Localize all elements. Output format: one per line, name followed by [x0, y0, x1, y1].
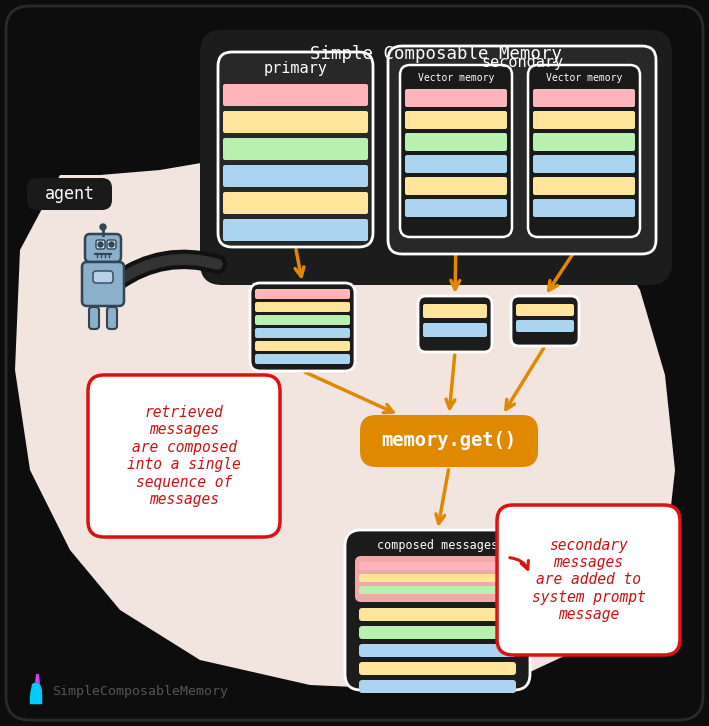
- FancyBboxPatch shape: [533, 199, 635, 217]
- FancyBboxPatch shape: [250, 283, 355, 371]
- FancyBboxPatch shape: [528, 65, 640, 237]
- FancyBboxPatch shape: [27, 178, 112, 210]
- FancyBboxPatch shape: [6, 6, 703, 720]
- FancyBboxPatch shape: [405, 155, 507, 173]
- FancyBboxPatch shape: [85, 234, 121, 262]
- FancyBboxPatch shape: [533, 155, 635, 173]
- Polygon shape: [35, 674, 40, 684]
- FancyBboxPatch shape: [533, 177, 635, 195]
- FancyBboxPatch shape: [359, 586, 516, 594]
- FancyBboxPatch shape: [533, 133, 635, 151]
- Circle shape: [98, 242, 103, 247]
- FancyBboxPatch shape: [223, 84, 368, 106]
- Text: memory.get(): memory.get(): [381, 431, 516, 451]
- FancyBboxPatch shape: [359, 644, 516, 657]
- FancyBboxPatch shape: [88, 375, 280, 537]
- Circle shape: [100, 224, 106, 230]
- FancyBboxPatch shape: [533, 89, 635, 107]
- FancyBboxPatch shape: [96, 240, 105, 249]
- FancyBboxPatch shape: [93, 271, 113, 283]
- Polygon shape: [30, 682, 42, 698]
- FancyBboxPatch shape: [405, 177, 507, 195]
- FancyBboxPatch shape: [345, 530, 530, 690]
- FancyBboxPatch shape: [360, 415, 538, 467]
- FancyBboxPatch shape: [82, 262, 124, 306]
- Text: primary: primary: [264, 62, 328, 76]
- FancyBboxPatch shape: [388, 46, 656, 254]
- FancyBboxPatch shape: [359, 574, 516, 582]
- FancyBboxPatch shape: [255, 302, 350, 312]
- FancyBboxPatch shape: [405, 199, 507, 217]
- FancyBboxPatch shape: [255, 328, 350, 338]
- FancyBboxPatch shape: [107, 240, 116, 249]
- FancyBboxPatch shape: [511, 296, 579, 346]
- Text: Vector memory: Vector memory: [418, 73, 494, 83]
- Circle shape: [109, 242, 114, 247]
- FancyBboxPatch shape: [255, 341, 350, 351]
- FancyBboxPatch shape: [359, 662, 516, 675]
- FancyBboxPatch shape: [255, 354, 350, 364]
- FancyBboxPatch shape: [405, 89, 507, 107]
- FancyBboxPatch shape: [423, 323, 487, 337]
- FancyBboxPatch shape: [355, 556, 520, 602]
- FancyBboxPatch shape: [405, 111, 507, 129]
- FancyBboxPatch shape: [533, 111, 635, 129]
- FancyBboxPatch shape: [516, 320, 574, 332]
- FancyBboxPatch shape: [223, 219, 368, 241]
- FancyBboxPatch shape: [359, 562, 516, 570]
- FancyBboxPatch shape: [423, 304, 487, 318]
- FancyBboxPatch shape: [516, 304, 574, 316]
- FancyBboxPatch shape: [255, 315, 350, 325]
- FancyBboxPatch shape: [359, 608, 516, 621]
- FancyBboxPatch shape: [200, 30, 672, 285]
- Text: retrieved
messages
are composed
into a single
sequence of
messages: retrieved messages are composed into a s…: [127, 405, 241, 507]
- FancyBboxPatch shape: [255, 289, 350, 299]
- FancyBboxPatch shape: [497, 505, 680, 655]
- FancyBboxPatch shape: [223, 138, 368, 160]
- FancyBboxPatch shape: [218, 52, 373, 247]
- FancyBboxPatch shape: [418, 296, 492, 352]
- FancyBboxPatch shape: [223, 165, 368, 187]
- FancyBboxPatch shape: [400, 65, 512, 237]
- FancyBboxPatch shape: [405, 133, 507, 151]
- FancyBboxPatch shape: [223, 192, 368, 214]
- Text: secondary: secondary: [481, 55, 563, 70]
- Text: Vector memory: Vector memory: [546, 73, 623, 83]
- FancyBboxPatch shape: [359, 680, 516, 693]
- Text: secondary
messages
are added to
system prompt
message: secondary messages are added to system p…: [532, 538, 645, 622]
- FancyBboxPatch shape: [89, 307, 99, 329]
- FancyBboxPatch shape: [223, 111, 368, 133]
- Text: agent: agent: [45, 185, 94, 203]
- FancyBboxPatch shape: [107, 307, 117, 329]
- Text: Simple Composable Memory: Simple Composable Memory: [310, 45, 562, 63]
- Text: SimpleComposableMemory: SimpleComposableMemory: [52, 685, 228, 698]
- Polygon shape: [15, 148, 675, 690]
- FancyBboxPatch shape: [359, 626, 516, 639]
- Text: composed messages: composed messages: [377, 539, 498, 552]
